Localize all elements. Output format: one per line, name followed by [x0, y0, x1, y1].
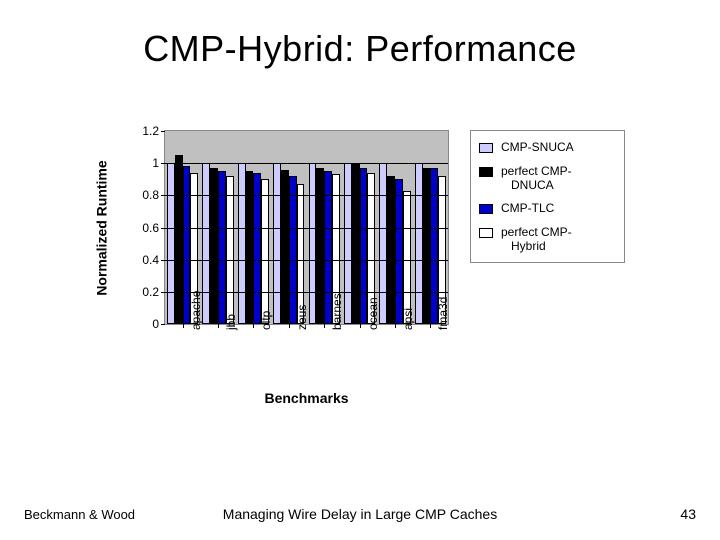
- xtick-label: apsi: [401, 308, 415, 330]
- legend-swatch: [479, 167, 493, 177]
- bar: [202, 163, 210, 324]
- bar: [175, 155, 183, 324]
- xtick-label: jbb: [224, 314, 238, 330]
- legend-label: perfect CMP- DNUCA: [501, 165, 572, 193]
- footer-right: 43: [680, 506, 696, 522]
- xtick-mark: [183, 324, 184, 328]
- xtick-label: ocean: [366, 297, 380, 330]
- xtick-mark: [218, 324, 219, 328]
- bar: [281, 170, 289, 324]
- bar: [210, 168, 218, 324]
- y-axis-label-text: Normalized Runtime: [94, 160, 110, 295]
- xtick-label: fma3d: [436, 297, 450, 330]
- ytick-mark: [161, 292, 165, 293]
- bar: [289, 176, 297, 324]
- ytick-label: 1: [152, 156, 159, 170]
- xtick-mark: [430, 324, 431, 328]
- x-axis-label: Benchmarks: [164, 390, 449, 406]
- xtick-mark: [253, 324, 254, 328]
- ytick-mark: [161, 195, 165, 196]
- legend-item: CMP-TLC: [479, 202, 616, 216]
- gridline: [165, 260, 448, 261]
- ytick-label: 0.4: [142, 253, 159, 267]
- bar: [246, 171, 254, 324]
- xtick-label: apache: [189, 291, 203, 330]
- xtick-mark: [360, 324, 361, 328]
- gridline: [165, 292, 448, 293]
- chart: Normalized Runtime 00.20.40.60.811.2apac…: [80, 120, 640, 420]
- legend-swatch: [479, 204, 493, 214]
- bar: [423, 168, 431, 324]
- xtick-label: oltp: [259, 311, 273, 330]
- bar: [226, 176, 234, 324]
- legend: CMP-SNUCA perfect CMP- DNUCA CMP-TLC perfec…: [470, 130, 625, 263]
- gridline: [165, 163, 448, 164]
- legend-label: perfect CMP- Hybrid: [501, 226, 572, 254]
- bar: [273, 163, 281, 324]
- legend-label: CMP-TLC: [501, 202, 554, 216]
- bar: [403, 191, 411, 324]
- bar: [218, 171, 226, 324]
- ytick-mark: [161, 228, 165, 229]
- bar: [167, 163, 175, 324]
- xtick-mark: [324, 324, 325, 328]
- bar: [309, 163, 317, 324]
- slide: CMP-Hybrid: Performance Normalized Runti…: [0, 0, 720, 540]
- bar: [379, 163, 387, 324]
- ytick-label: 0.6: [142, 221, 159, 235]
- footer-center: Managing Wire Delay in Large CMP Caches: [0, 506, 720, 522]
- plot-area: 00.20.40.60.811.2apachejbboltpzeusbarnes…: [164, 130, 449, 325]
- xtick-mark: [289, 324, 290, 328]
- bar: [352, 163, 360, 324]
- bar: [415, 163, 423, 324]
- ytick-mark: [161, 260, 165, 261]
- legend-item: perfect CMP- Hybrid: [479, 226, 616, 254]
- ytick-label: 0: [152, 317, 159, 331]
- bar: [316, 168, 324, 324]
- slide-title: CMP-Hybrid: Performance: [0, 28, 720, 70]
- ytick-mark: [161, 131, 165, 132]
- ytick-mark: [161, 163, 165, 164]
- y-axis-label: Normalized Runtime: [92, 130, 112, 325]
- xtick-label: zeus: [295, 305, 309, 330]
- bar: [297, 184, 305, 324]
- ytick-label: 0.2: [142, 285, 159, 299]
- xtick-mark: [395, 324, 396, 328]
- gridline: [165, 195, 448, 196]
- bar: [261, 179, 269, 324]
- legend-swatch: [479, 143, 493, 153]
- gridline: [165, 228, 448, 229]
- bar: [238, 163, 246, 324]
- xtick-label: barnes: [330, 293, 344, 330]
- legend-swatch: [479, 228, 493, 238]
- ytick-label: 0.8: [142, 188, 159, 202]
- bar: [395, 179, 403, 324]
- legend-item: perfect CMP- DNUCA: [479, 165, 616, 193]
- bar: [344, 163, 352, 324]
- ytick-label: 1.2: [142, 124, 159, 138]
- bar: [387, 176, 395, 324]
- ytick-mark: [161, 324, 165, 325]
- legend-label: CMP-SNUCA: [501, 141, 574, 155]
- legend-item: CMP-SNUCA: [479, 141, 616, 155]
